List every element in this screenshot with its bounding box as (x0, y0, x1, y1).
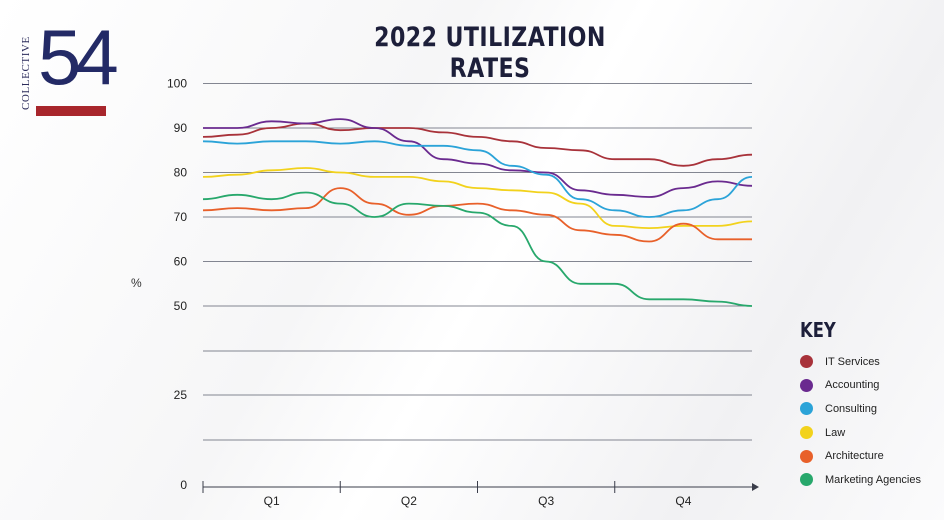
logo-number: 54 (38, 13, 119, 101)
y-tick-label: 90 (174, 121, 188, 135)
legend-item-architecture: Architecture (800, 444, 940, 468)
series-line-architecture (202, 187, 752, 243)
legend-item-it-services: IT Services (800, 350, 940, 374)
series-line-it-services (202, 122, 753, 167)
y-tick-label: 0 (180, 478, 187, 492)
y-tick-label: 70 (174, 210, 188, 224)
legend-swatch (800, 449, 813, 463)
y-axis-label: % (131, 276, 142, 290)
y-tick-label: 80 (174, 166, 188, 180)
legend-swatch (800, 402, 813, 416)
series-line-accounting (202, 118, 753, 198)
legend-label: Law (825, 426, 846, 439)
logo-underline-bar (36, 106, 106, 116)
legend-item-consulting: Consulting (800, 397, 940, 421)
legend-swatch (800, 355, 813, 369)
collective-54-logo: COLLECTIVE 54 (20, 14, 119, 122)
legend-label: IT Services (825, 355, 880, 368)
x-axis-arrow (752, 483, 759, 491)
series-line-law (202, 167, 753, 229)
y-tick-label: 50 (174, 299, 188, 313)
x-tick-label: Q1 (264, 494, 280, 508)
x-tick-label: Q3 (538, 494, 554, 508)
legend-label: Architecture (825, 450, 884, 463)
legend-item-accounting: Accounting (800, 374, 940, 398)
legend-swatch (800, 426, 813, 440)
series-line-consulting (202, 140, 753, 218)
series-line-marketing-agencies (202, 191, 753, 307)
y-tick-label: 60 (174, 255, 188, 269)
legend-swatch (800, 378, 813, 392)
legend-item-marketing-agencies: Marketing Agencies (800, 468, 940, 492)
chart-legend: KEY IT Services Accounting Consulting Law Ar… (800, 318, 940, 492)
legend-label: Accounting (825, 379, 880, 392)
y-tick-label: 100 (167, 77, 187, 91)
x-tick-label: Q2 (401, 494, 417, 508)
legend-swatch (800, 473, 813, 487)
legend-label: Marketing Agencies (825, 473, 921, 486)
legend-item-law: Law (800, 421, 940, 445)
legend-title: KEY (800, 318, 836, 342)
y-tick-label: 25 (174, 388, 188, 402)
legend-label: Consulting (825, 402, 877, 415)
chart-title: 2022 UTILIZATION RATES (374, 22, 606, 84)
x-tick-label: Q4 (675, 494, 691, 508)
